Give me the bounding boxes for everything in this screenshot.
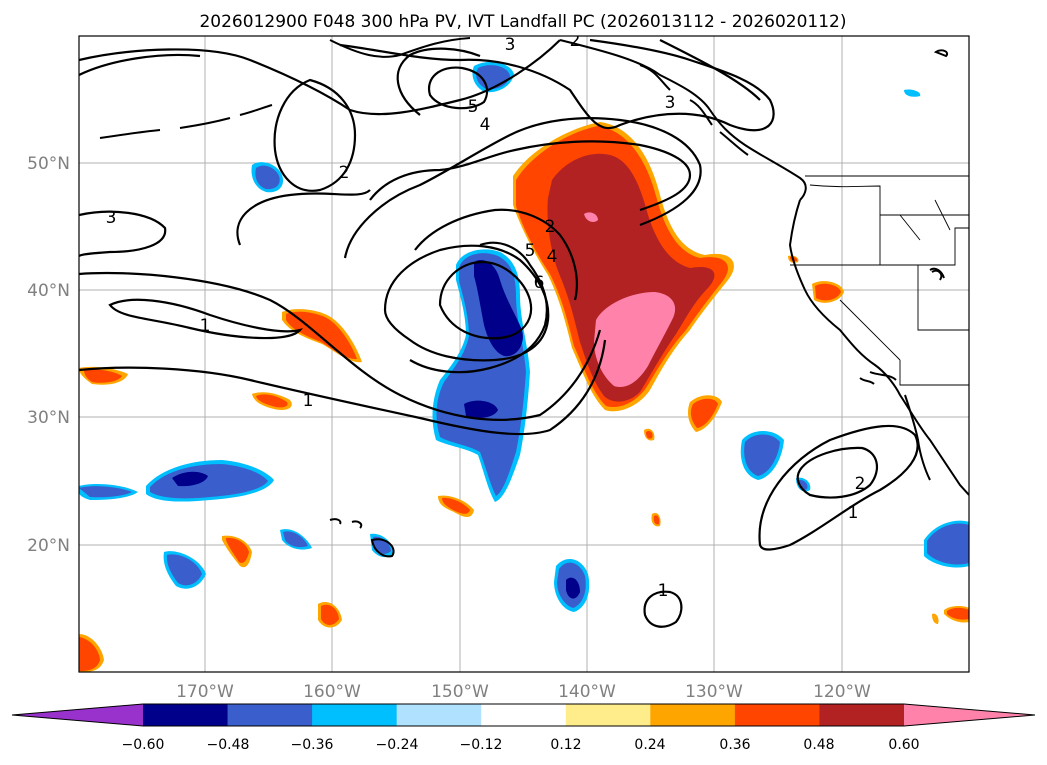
colorbar-tick-label: 0.60 xyxy=(888,737,919,753)
contour-label: 1 xyxy=(200,316,211,336)
colorbar-segment xyxy=(312,704,398,726)
latitude-labels: 50°N 40°N 30°N 20°N xyxy=(27,154,70,556)
map-frame xyxy=(78,35,970,673)
lat-label-30n: 30°N xyxy=(27,408,70,428)
colorbar-tick-label: −0.24 xyxy=(376,737,419,753)
colorbar-ticks: −0.60 −0.48 −0.36 −0.24 −0.12 0.12 0.24 … xyxy=(122,737,920,753)
coastlines xyxy=(99,37,969,558)
contour-label: 5 xyxy=(525,241,536,261)
contour-label: 6 xyxy=(534,273,545,293)
colorbar-segment xyxy=(650,704,736,726)
contour-label: 2 xyxy=(855,474,866,494)
lat-label-50n: 50°N xyxy=(27,154,70,174)
contour-labels: 2 3 5 4 3 2 3 2 4 5 6 1 1 1 2 1 xyxy=(106,31,866,601)
contour-label: 2 xyxy=(339,163,350,183)
lat-label-40n: 40°N xyxy=(27,281,70,301)
colorbar-segment xyxy=(227,704,313,726)
contour-label: 3 xyxy=(106,208,117,228)
pv-contours xyxy=(79,38,919,628)
colorbar-tick-label: −0.36 xyxy=(291,737,334,753)
colorbar-segments xyxy=(12,704,1035,726)
colorbar-segment xyxy=(396,704,482,726)
colorbar-tick-label: 0.24 xyxy=(634,737,665,753)
colorbar-extend-high xyxy=(904,704,1035,726)
lat-label-20n: 20°N xyxy=(27,536,70,556)
colorbar-extend-low xyxy=(12,704,143,726)
lon-label-170w: 170°W xyxy=(176,682,234,702)
lon-label-160w: 160°W xyxy=(303,682,361,702)
colorbar-segment xyxy=(819,704,905,726)
contour-label: 1 xyxy=(303,391,314,411)
lon-label-120w: 120°W xyxy=(813,682,871,702)
contour-label: 2 xyxy=(545,217,556,237)
lon-label-140w: 140°W xyxy=(558,682,616,702)
colorbar-tick-label: 0.48 xyxy=(803,737,834,753)
colorbar-tick-label: −0.48 xyxy=(207,737,250,753)
contour-label: 5 xyxy=(468,97,479,117)
lon-label-150w: 150°W xyxy=(431,682,489,702)
colorbar-outline xyxy=(11,703,1036,727)
political-borders xyxy=(789,175,969,386)
contour-label: 4 xyxy=(480,115,491,135)
colorbar-tick-label: −0.60 xyxy=(122,737,165,753)
colorbar-tick-label: 0.36 xyxy=(719,737,750,753)
small-anomaly-blobs xyxy=(79,61,969,672)
contour-label: 1 xyxy=(848,503,859,523)
longitude-labels: 170°W 160°W 150°W 140°W 130°W 120°W xyxy=(176,682,871,702)
colorbar-tick-label: 0.12 xyxy=(550,737,581,753)
map-panel: 2 3 5 4 3 2 3 2 4 5 6 1 1 1 2 1 50°N 40 xyxy=(27,31,970,702)
colorbar-tick-label: −0.12 xyxy=(460,737,503,753)
positive-pc-plume xyxy=(513,122,734,412)
colorbar-segment xyxy=(734,704,820,726)
colorbar-segment xyxy=(143,704,229,726)
contour-label: 4 xyxy=(547,247,558,267)
negative-pc-trough xyxy=(432,249,530,502)
contour-label: 3 xyxy=(665,93,676,113)
contour-label: 1 xyxy=(658,581,669,601)
contour-label: 3 xyxy=(505,35,516,55)
contour-label: 2 xyxy=(570,31,581,51)
figure-title: 2026012900 F048 300 hPa PV, IVT Landfall… xyxy=(199,12,846,32)
colorbar-segment xyxy=(481,704,567,726)
colorbar: −0.60 −0.48 −0.36 −0.24 −0.12 0.12 0.24 … xyxy=(11,703,1036,753)
lon-label-130w: 130°W xyxy=(685,682,743,702)
colorbar-segment xyxy=(565,704,651,726)
